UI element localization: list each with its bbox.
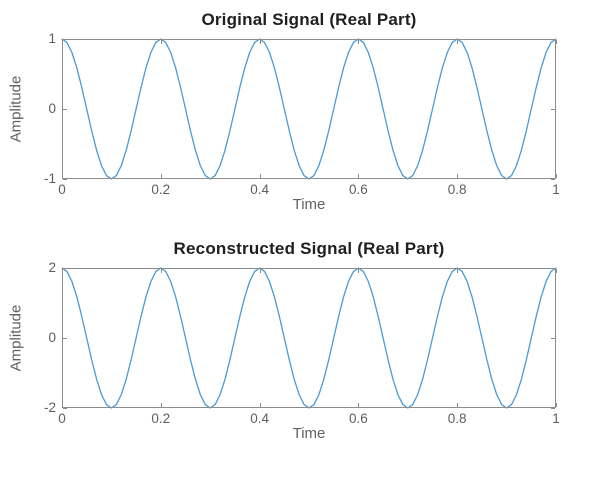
- x-tick-label: 0.4: [250, 182, 269, 197]
- subplot-reconstructed-signal: Reconstructed Signal (Real Part) Amplitu…: [0, 229, 615, 458]
- axes-canvas: [61, 38, 557, 180]
- y-tick-label: 1: [48, 31, 56, 46]
- x-tick-label: 0.6: [349, 411, 368, 426]
- y-tick-label: -2: [43, 400, 56, 415]
- x-tick-label: 1: [552, 182, 560, 197]
- plot-title: Original Signal (Real Part): [201, 10, 417, 29]
- x-tick-label: 0.2: [151, 182, 171, 197]
- y-tick-label: 2: [48, 260, 56, 275]
- plot-area-original-signal: 0 0.2 0.4 0.6 0.8 1 -1 0 1: [44, 31, 560, 197]
- x-tick-label: 0.2: [151, 411, 171, 426]
- x-tick-label: 0.8: [447, 411, 467, 426]
- x-axis-label: Time: [292, 425, 326, 442]
- axes-canvas: [61, 267, 557, 409]
- x-tick-label: 1: [552, 411, 560, 426]
- x-tick-label: 0: [58, 182, 66, 197]
- axes-box: [62, 39, 556, 179]
- y-tick-label: -1: [43, 171, 56, 186]
- x-tick-label: 0.4: [250, 411, 269, 426]
- signal-line: [61, 267, 557, 409]
- plot-area-reconstructed-signal: 0 0.2 0.4 0.6 0.8 1 -2 0 2: [44, 260, 560, 426]
- y-tick-label: 0: [48, 330, 56, 345]
- y-tick-label: 0: [48, 101, 56, 116]
- x-tick-label: 0: [58, 411, 66, 426]
- x-tick-label: 0.8: [447, 182, 467, 197]
- plot-title: Reconstructed Signal (Real Part): [173, 239, 445, 258]
- x-axis-label: Time: [292, 196, 326, 213]
- signal-line: [61, 38, 557, 180]
- axes-box: [62, 268, 556, 408]
- x-tick-label: 0.6: [349, 182, 368, 197]
